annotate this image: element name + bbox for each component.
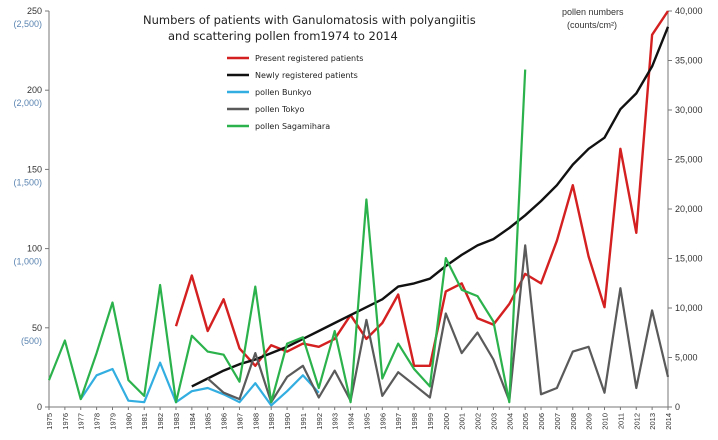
right-tick-label: 15,000 (675, 254, 703, 264)
left-tick-label: 100 (27, 244, 42, 254)
x-tick-label: 2011 (616, 413, 625, 429)
right-tick-label: 0 (675, 402, 680, 412)
series-line-present-registered-patients (174, 10, 669, 367)
left-tick-label: 200 (27, 85, 42, 95)
x-tick-label: 1986 (220, 413, 229, 430)
series-line-newly-registered-patients (191, 26, 670, 388)
x-tick-label: 2001 (458, 413, 467, 430)
right-tick-label: 30,000 (675, 105, 703, 115)
right-tick-label: 25,000 (675, 155, 703, 165)
chart-title-line2: and scattering pollen from1974 to 2014 (168, 29, 398, 43)
right-axis-ticks: 0 5,000 10,000 15,000 20,000 25,000 30,000 35,0… (668, 6, 703, 412)
left-tick-label: 250 (27, 6, 42, 16)
legend-label: pollen Bunkyo (255, 88, 312, 97)
x-tick-label: 1985 (204, 413, 213, 430)
x-tick-label: 1976 (61, 413, 70, 430)
x-tick-label: 1992 (315, 413, 324, 430)
x-tick-label: 1991 (299, 413, 308, 430)
x-tick-label: 2002 (474, 413, 483, 430)
left-secondary-tick-label: (1,500) (13, 177, 42, 187)
series-line-pollen-tokyo (206, 244, 670, 404)
x-tick-label: 2008 (569, 413, 578, 430)
x-tick-label: 1977 (77, 413, 86, 430)
x-tick-label: 1999 (426, 413, 435, 430)
right-axis-label-line2: (counts/cm²) (567, 20, 617, 30)
x-tick-label: 2010 (601, 413, 610, 430)
x-tick-label: 1994 (347, 413, 356, 430)
right-axis-label-line1: pollen numbers (562, 7, 624, 17)
x-tick-label: 1983 (172, 413, 181, 430)
right-tick-label: 10,000 (675, 303, 703, 313)
x-tick-label: 1988 (251, 413, 260, 430)
series-line-pollen-bunkyo (79, 361, 320, 407)
x-tick-label: 2007 (553, 413, 562, 430)
x-tick-label: 1989 (267, 413, 276, 430)
left-secondary-tick-label: (1,000) (13, 257, 42, 267)
series-lines (47, 10, 670, 407)
x-tick-label: 2000 (442, 413, 451, 430)
x-tick-label: 1998 (410, 413, 419, 430)
right-tick-label: 20,000 (675, 204, 703, 214)
axes (48, 11, 669, 408)
x-tick-label: 1981 (140, 413, 149, 430)
x-tick-label: 1995 (362, 413, 371, 430)
x-tick-label: 2003 (489, 413, 498, 430)
legend-label: Present registered patients (255, 54, 363, 63)
x-tick-label: 1979 (108, 413, 117, 430)
x-tick-label: 2004 (505, 413, 514, 430)
x-tick-label: 1997 (394, 413, 403, 430)
left-axis-ticks: 0 50 100 150 200 250 (27, 6, 49, 412)
x-tick-label: 1984 (188, 413, 197, 430)
x-tick-label: 1975 (45, 413, 54, 430)
x-tick-label: 2013 (648, 413, 657, 430)
right-tick-label: 35,000 (675, 56, 703, 66)
x-tick-label: 2006 (537, 413, 546, 430)
left-secondary-tick-label: (2,000) (13, 98, 42, 108)
x-tick-label: 2005 (521, 413, 530, 430)
x-tick-label: 2014 (664, 413, 673, 430)
x-tick-label: 1993 (331, 413, 340, 430)
legend-label: pollen Tokyo (255, 105, 304, 114)
left-secondary-tick-label: (2,500) (13, 19, 42, 29)
legend: Present registered patients Newly registe… (227, 54, 363, 131)
series-line-pollen-sagamihara (47, 69, 527, 404)
left-tick-label: 50 (32, 323, 42, 333)
x-tick-label: 1980 (124, 413, 133, 430)
x-tick-label: 1987 (235, 413, 244, 430)
x-tick-label: 1990 (283, 413, 292, 430)
left-tick-label: 150 (27, 164, 42, 174)
x-tick-label: 2012 (632, 413, 641, 430)
chart-title-line1: Numbers of patients with Ganulomatosis w… (143, 13, 476, 27)
x-tick-label: 1982 (156, 413, 165, 430)
x-axis-ticks: 1975 1976 1977 1978 1979 1980 1981 1982 1983 1984… (45, 407, 673, 430)
right-tick-label: 5,000 (675, 353, 698, 363)
left-axis-secondary-ticks: (500) (1,000) (1,500) (2,000) (2,500) (13, 19, 42, 346)
left-secondary-tick-label: (500) (21, 336, 42, 346)
x-tick-label: 1996 (378, 413, 387, 430)
right-tick-label: 40,000 (675, 6, 703, 16)
x-tick-label: 2009 (585, 413, 594, 430)
legend-label: Newly registered patients (255, 71, 358, 80)
left-tick-label: 0 (37, 402, 42, 412)
legend-label: pollen Sagamihara (255, 122, 330, 131)
x-tick-label: 1978 (93, 413, 102, 430)
